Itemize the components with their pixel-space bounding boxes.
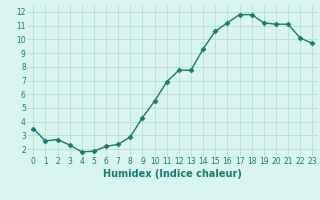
X-axis label: Humidex (Indice chaleur): Humidex (Indice chaleur) bbox=[103, 169, 242, 179]
